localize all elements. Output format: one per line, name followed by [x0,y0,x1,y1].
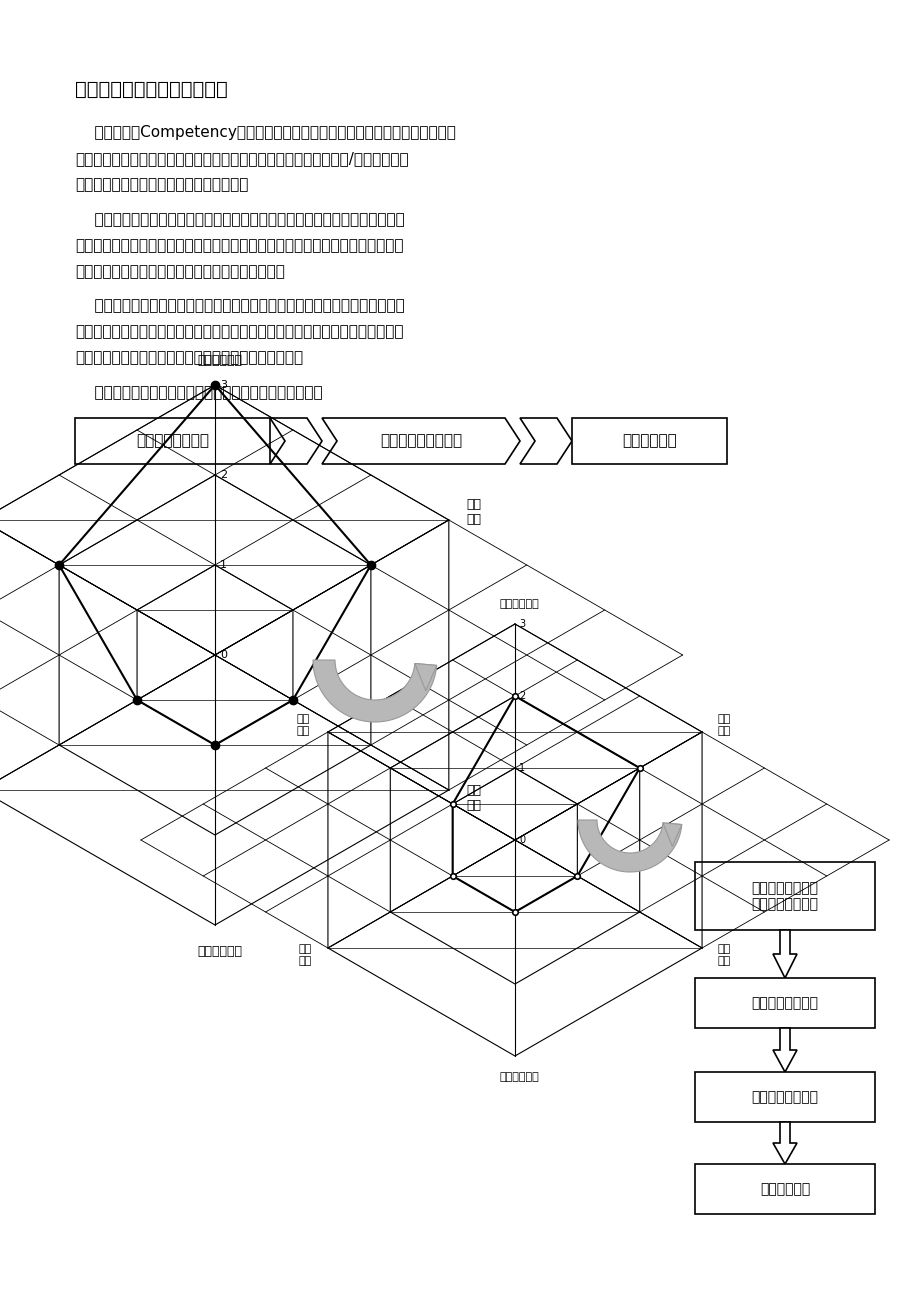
FancyBboxPatch shape [694,862,874,930]
FancyBboxPatch shape [694,1072,874,1122]
Polygon shape [772,1122,796,1164]
Text: 胜任素质模型在培训中的应用: 胜任素质模型在培训中的应用 [75,79,228,99]
Text: 0: 0 [518,835,525,845]
Text: 企业实施培训是为了帮助员工弥补不足、提高岗位胜任素质，从而使其达到岗: 企业实施培训是为了帮助员工弥补不足、提高岗位胜任素质，从而使其达到岗 [75,212,404,227]
Text: 的潜在素质，还能为企业储备具有核心能力素质的人才。: 的潜在素质，还能为企业储备具有核心能力素质的人才。 [75,350,302,365]
Polygon shape [577,820,681,872]
Polygon shape [414,664,437,691]
Text: 岗位胜任素质模型: 岗位胜任素质模型 [136,434,209,448]
FancyBboxPatch shape [694,1164,874,1213]
Polygon shape [519,418,572,464]
Text: 2: 2 [518,691,525,700]
FancyBboxPatch shape [694,978,874,1029]
Text: 团队
意识: 团队 意识 [299,944,312,966]
Text: 公司
知识: 公司 知识 [466,497,482,526]
Text: 分析员工培训需求: 分析员工培训需求 [751,996,818,1010]
Text: 员工目前具备的素质: 员工目前具备的素质 [380,434,461,448]
Text: 1: 1 [220,560,227,570]
Text: 基于胜任素质模型的某岗位员工培训需求分析如图所示。: 基于胜任素质模型的某岗位员工培训需求分析如图所示。 [75,385,323,400]
Text: 能，进而有针对性地培养员工的核心技能。这样有的放矢的培训，不仅能开发员工: 能，进而有针对性地培养员工的核心技能。这样有的放矢的培训，不仅能开发员工 [75,324,403,339]
Text: 产品
知识: 产品 知识 [466,784,482,812]
Polygon shape [663,823,681,846]
Text: 基于胜任素质模型的培训系统，可以发现员工的不足，强化其优势并激发其潜: 基于胜任素质模型的培训系统，可以发现员工的不足，强化其优势并激发其潜 [75,298,404,312]
Text: 员工培训规划: 员工培训规划 [621,434,676,448]
Text: 1: 1 [518,763,525,773]
Polygon shape [772,1029,796,1072]
Text: 逻辑推理能力: 逻辑推理能力 [499,599,539,609]
Polygon shape [772,930,796,978]
Text: 2: 2 [220,470,227,480]
Text: 人际沟通能力: 人际沟通能力 [198,945,243,958]
Text: 公司
知识: 公司 知识 [716,715,730,736]
Polygon shape [269,418,322,464]
Text: 胜任素质（Competency）又称能力素质，在组织管理中是指驱动员工作出卓越: 胜任素质（Competency）又称能力素质，在组织管理中是指驱动员工作出卓越 [75,125,456,141]
Text: 制定员工培训规划: 制定员工培训规划 [751,1090,818,1104]
Text: 绩效的一系列综合素质，是员工通过不同方式表现出来的知识、技能/能力、职业素: 绩效的一系列综合素质，是员工通过不同方式表现出来的知识、技能/能力、职业素 [75,151,408,165]
Text: 3: 3 [220,380,227,391]
FancyBboxPatch shape [75,418,269,464]
Polygon shape [322,418,519,464]
Text: 产品
知识: 产品 知识 [716,944,730,966]
Text: 3: 3 [518,618,525,629]
Text: 诚信
意识: 诚信 意识 [296,715,310,736]
Text: 位要求。培训的首要环节是科学、合理地分析员工培训需求，只有结合员工和岗位: 位要求。培训的首要环节是科学、合理地分析员工培训需求，只有结合员工和岗位 [75,238,403,253]
Text: 比较员工实际素质
与岗位胜任能力差: 比较员工实际素质 与岗位胜任能力差 [751,881,818,911]
FancyBboxPatch shape [572,418,726,464]
Polygon shape [312,660,437,723]
Text: 0: 0 [220,650,227,660]
Text: 养、自我认知、特质和动机等的素质集合。: 养、自我认知、特质和动机等的素质集合。 [75,177,248,191]
Text: 人际沟通能力: 人际沟通能力 [499,1072,539,1082]
Text: 的实际培训需求，才能制定出有针对性的培训规划。: 的实际培训需求，才能制定出有针对性的培训规划。 [75,264,285,279]
Text: 逻辑推理能力: 逻辑推理能力 [198,354,243,367]
Text: 实施员工培训: 实施员工培训 [759,1182,810,1197]
